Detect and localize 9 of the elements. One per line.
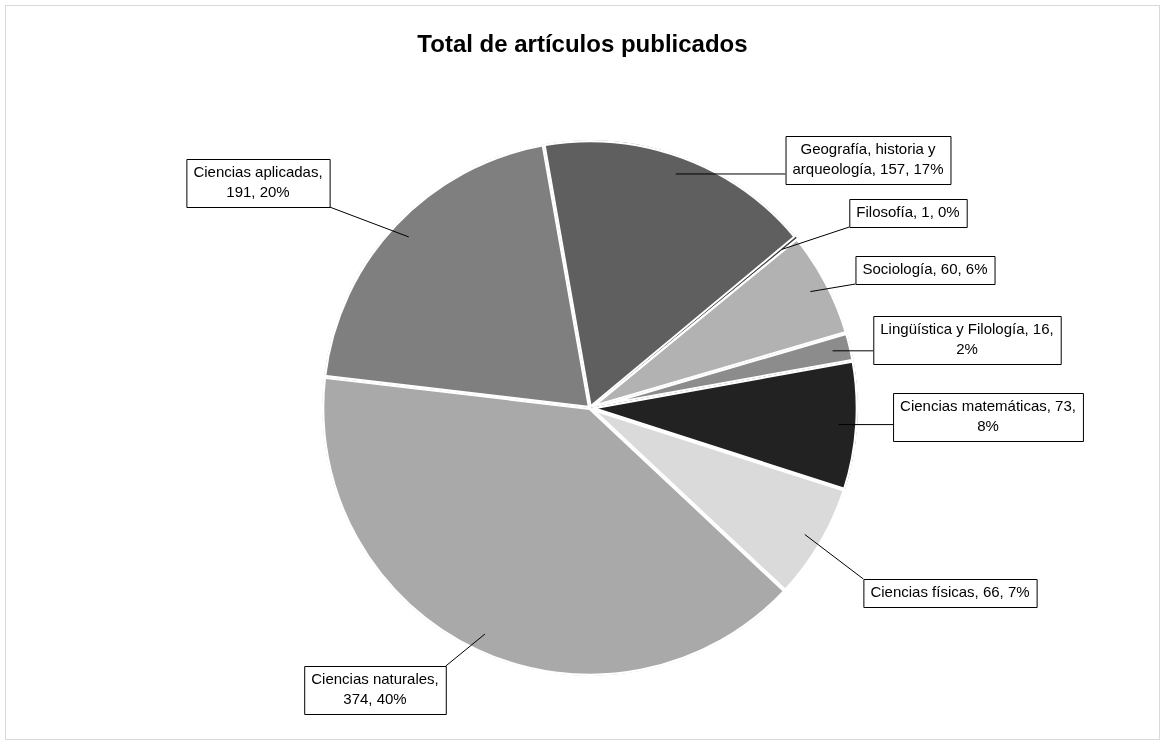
slice-label: Ciencias físicas, 66, 7%: [870, 583, 1030, 601]
slice-label: Filosofía, 1, 0%: [856, 203, 960, 221]
chart-title: Total de artículos publicados: [416, 30, 749, 58]
slice-label: Sociología, 60, 6%: [862, 260, 988, 278]
slice-label: Ciencias naturales, 374, 40%: [311, 670, 439, 708]
slice-label: Ciencias aplicadas, 191, 20%: [193, 163, 323, 201]
slice-label: Ciencias matemáticas, 73, 8%: [900, 397, 1076, 435]
slice-label: Lingüística y Filología, 16, 2%: [880, 320, 1054, 358]
slice-label: Geografía, historia y arqueología, 157, 17%: [792, 140, 944, 178]
